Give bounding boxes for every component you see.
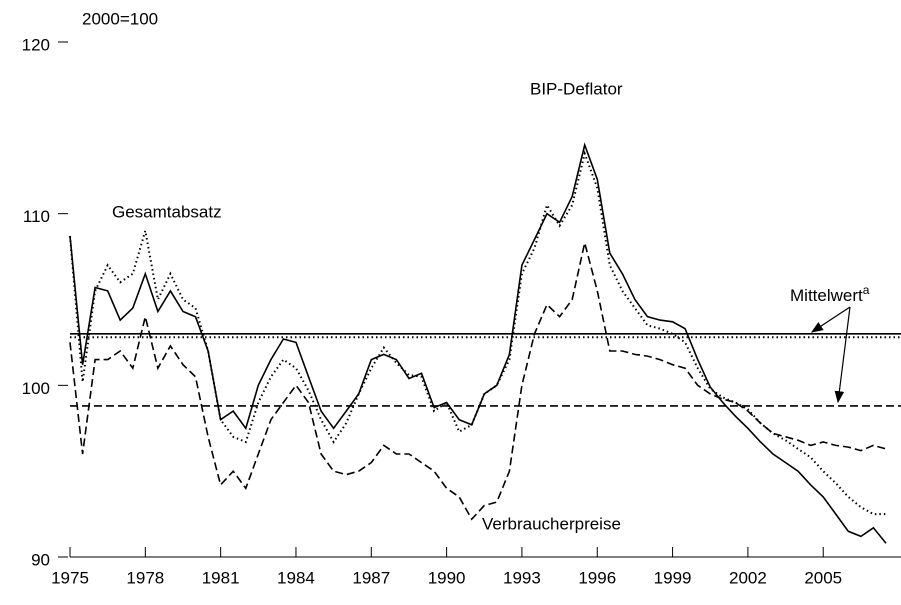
series-line <box>69 242 887 521</box>
arrow <box>834 306 851 404</box>
x-tick-label: 1996 <box>578 568 616 587</box>
x-tick-label: 1987 <box>352 568 390 587</box>
arrow <box>810 306 851 333</box>
mean-label-sup: a <box>863 283 870 297</box>
x-tick-label: 1981 <box>202 568 240 587</box>
x-tick-label: 1993 <box>503 568 541 587</box>
unit-label: 2000=100 <box>82 9 158 28</box>
series-line <box>69 150 886 516</box>
y-tick-label: 110 <box>23 207 50 226</box>
series-line <box>69 142 887 544</box>
series-label: Gesamtabsatz <box>112 202 222 221</box>
series-label: Verbraucherpreise <box>482 514 621 533</box>
mean-label-text: Mittelwert <box>790 286 863 305</box>
x-tick-label: 1975 <box>51 568 89 587</box>
y-tick-label: 90 <box>31 550 50 569</box>
y-tick-label: 100 <box>22 379 50 398</box>
y-tick-label: 120 <box>22 35 50 54</box>
x-tick-label: 2002 <box>729 568 767 587</box>
series-label: BIP-Deflator <box>530 79 623 98</box>
x-tick-label: 2005 <box>804 568 842 587</box>
mean-label: Mittelwerta <box>790 283 870 305</box>
x-tick-label: 1984 <box>277 568 315 587</box>
x-tick-label: 1990 <box>428 568 466 587</box>
x-tick-label: 1999 <box>654 568 692 587</box>
x-tick-label: 1978 <box>126 568 164 587</box>
